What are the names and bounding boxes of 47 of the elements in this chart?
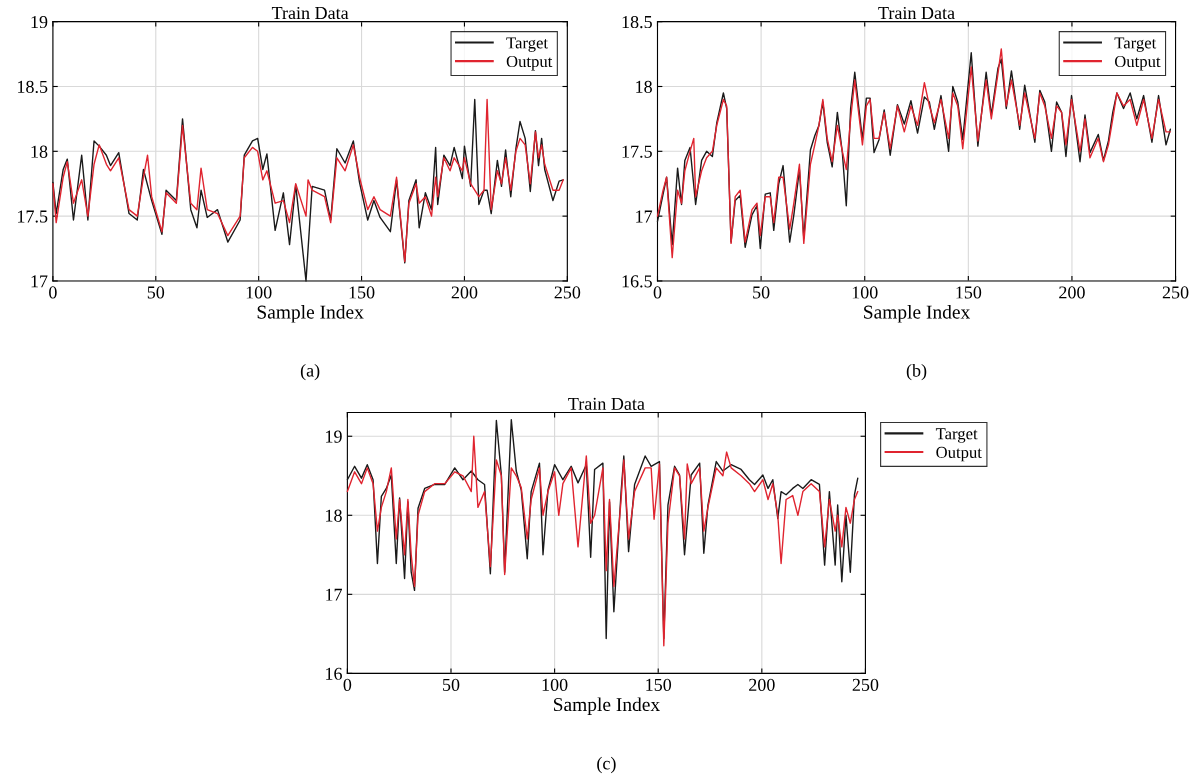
x-tick-label: 0 xyxy=(653,286,662,299)
x-axis-title: Sample Index xyxy=(864,304,971,323)
y-tick-label: 19 xyxy=(326,430,342,443)
text: (a) xyxy=(300,363,320,381)
y-tick-label: 17.5 xyxy=(18,210,48,223)
legend-label: Output xyxy=(1114,55,1161,71)
x-tick-label: 100 xyxy=(852,286,878,299)
y-tick-label: 18.5 xyxy=(18,80,48,94)
y-tick-label: 16 xyxy=(326,667,342,680)
y-tick-label: 17 xyxy=(326,588,342,601)
x-tick-label: 200 xyxy=(1059,286,1085,299)
x-tick-label: 200 xyxy=(749,678,775,691)
chart-title: Train Data xyxy=(568,397,645,410)
y-tick-label: 16.5 xyxy=(622,275,652,288)
legend-label: Target xyxy=(935,428,978,443)
text: (c) xyxy=(597,756,616,774)
y-tick-label: 18 xyxy=(31,145,48,158)
x-axis-title: Sample Index xyxy=(553,697,660,716)
y-tick-label: 18 xyxy=(326,509,342,522)
x-tick-label: 250 xyxy=(852,678,879,691)
x-axis-title: Sample Index xyxy=(257,304,364,323)
x-tick-label: 50 xyxy=(147,286,165,299)
chart-title: Train Data xyxy=(878,6,955,20)
chart-title: Train Data xyxy=(271,6,349,20)
y-tick-label: 17 xyxy=(636,210,653,223)
x-tick-label: 100 xyxy=(542,678,568,691)
y-tick-label: 19 xyxy=(31,15,48,29)
x-tick-label: 200 xyxy=(451,286,478,299)
x-tick-label: 150 xyxy=(956,286,982,299)
x-tick-label: 0 xyxy=(49,286,57,299)
x-tick-label: 250 xyxy=(554,286,581,299)
x-tick-label: 50 xyxy=(443,678,460,691)
x-tick-label: 150 xyxy=(349,286,375,299)
legend-label: Output xyxy=(506,55,553,71)
legend-label: Target xyxy=(1114,37,1157,52)
legend-label: Target xyxy=(506,37,548,52)
text: (b) xyxy=(906,363,927,381)
x-tick-label: 250 xyxy=(1162,286,1189,299)
y-tick-label: 18.5 xyxy=(622,15,652,29)
y-tick-label: 17 xyxy=(31,275,48,288)
legend-label: Output xyxy=(936,446,982,462)
x-tick-label: 150 xyxy=(646,678,672,691)
x-tick-label: 0 xyxy=(343,678,352,691)
x-tick-label: 50 xyxy=(753,286,770,299)
x-tick-label: 100 xyxy=(246,286,272,299)
y-tick-label: 18 xyxy=(636,80,652,93)
y-tick-label: 17.5 xyxy=(622,145,652,158)
